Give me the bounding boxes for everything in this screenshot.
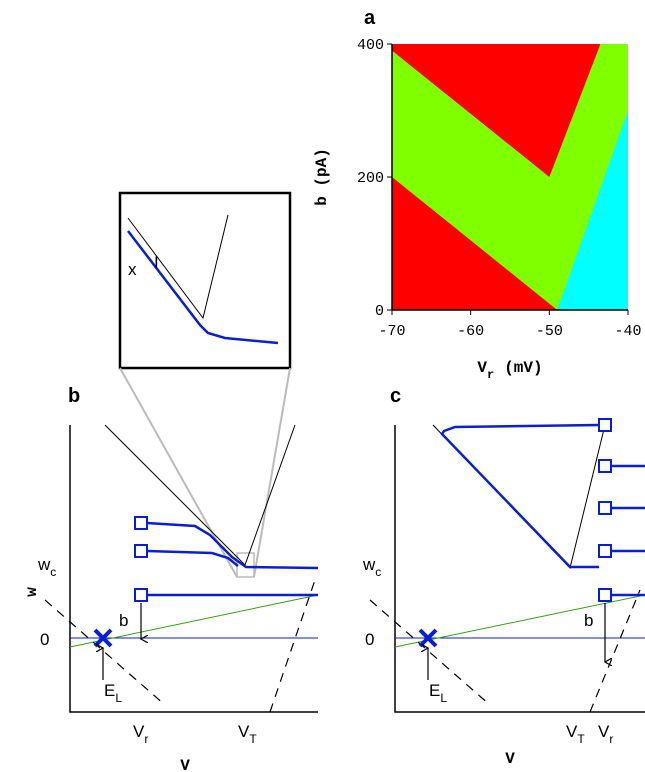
nullcline xyxy=(104,424,296,566)
x-axis-label: V xyxy=(505,750,515,768)
marker xyxy=(134,516,148,530)
x-tick-label: -70 xyxy=(378,323,405,340)
panel-b: b b 0 wc EL Vr VT V w xyxy=(23,385,319,772)
el-label: EL xyxy=(104,681,122,705)
equilibrium xyxy=(418,628,438,648)
y-tick-label: 0 xyxy=(365,630,374,649)
x-tick-label: VT xyxy=(566,722,585,746)
x-tick-label: Vr xyxy=(598,722,613,746)
marker xyxy=(598,459,612,473)
v-nullcline xyxy=(369,599,491,706)
panel-label: c xyxy=(390,385,401,407)
x-axis-label-sub: r xyxy=(487,368,494,382)
y-tick-sub: c xyxy=(375,565,381,579)
y-tick-label: wc xyxy=(37,555,56,579)
panel-a: -70 -60 -50 -40 0 200 400 a Vr (mV) b (pA) xyxy=(313,7,642,382)
y-tick-label: 0 xyxy=(40,630,49,649)
y-tick-sub: c xyxy=(50,565,56,579)
inset-nullcline xyxy=(127,214,229,320)
y-tick-label: 0 xyxy=(375,303,384,320)
jump-label: b xyxy=(119,611,128,630)
equilibrium xyxy=(93,628,113,648)
x-tick-label: -40 xyxy=(614,323,641,340)
y-tick-label: 400 xyxy=(357,37,384,54)
nullcline xyxy=(432,424,606,570)
y-axis-label: b (pA) xyxy=(313,148,331,206)
region xyxy=(392,44,601,177)
x-tick-main: V xyxy=(133,722,145,741)
inset-label: I xyxy=(154,253,159,272)
x-tick-main: V xyxy=(238,722,250,741)
x-tick-main: V xyxy=(566,722,578,741)
marker xyxy=(598,588,612,602)
el-sub: L xyxy=(440,691,447,705)
axes xyxy=(69,425,318,713)
zoom-line xyxy=(253,367,291,578)
reset-line xyxy=(394,594,645,648)
marker xyxy=(598,544,612,558)
el-sub: L xyxy=(115,691,122,705)
inset-label: x xyxy=(128,260,137,279)
x-tick-label: VT xyxy=(238,722,257,746)
marker xyxy=(598,501,612,515)
axes xyxy=(394,425,645,713)
panel-label: b xyxy=(68,385,80,407)
panel-c: c b 0 wc EL VT Vr V xyxy=(362,385,645,768)
y-tick-main: w xyxy=(37,555,51,574)
inset-trajectory xyxy=(127,230,279,345)
x-tick-sub: r xyxy=(609,732,613,746)
trajectory xyxy=(146,521,319,570)
marker xyxy=(134,588,148,602)
inset-frame xyxy=(118,191,292,370)
region xyxy=(392,177,558,310)
trajectory xyxy=(440,423,600,569)
x-axis-label-unit: (mV) xyxy=(504,359,542,377)
trajectory xyxy=(146,549,239,567)
y-tick-label: 200 xyxy=(357,170,384,187)
x-tick-sub: r xyxy=(144,732,148,746)
panel-label: a xyxy=(364,7,376,29)
reset-line xyxy=(69,594,319,648)
v-nullcline xyxy=(44,599,166,706)
el-label: EL xyxy=(429,681,447,705)
x-tick-label: -60 xyxy=(457,323,484,340)
jump-label: b xyxy=(584,611,593,630)
y-axis-label: w xyxy=(23,587,41,597)
marker xyxy=(598,418,612,432)
marker xyxy=(134,544,148,558)
el-main: E xyxy=(429,681,440,700)
y-tick-label: wc xyxy=(362,555,381,579)
v-nullcline xyxy=(269,579,316,713)
el-main: E xyxy=(104,681,115,700)
x-tick-sub: T xyxy=(577,732,585,746)
x-axis-label-main: V xyxy=(477,359,487,377)
x-tick-label: Vr xyxy=(133,722,148,746)
region xyxy=(557,110,628,310)
x-tick-label: -50 xyxy=(536,323,563,340)
y-tick-main: w xyxy=(362,555,376,574)
x-axis-label: V xyxy=(180,757,190,772)
x-tick-main: V xyxy=(598,722,610,741)
x-tick-sub: T xyxy=(249,732,257,746)
v-nullcline xyxy=(589,589,641,713)
x-axis-label: Vr (mV) xyxy=(477,359,542,382)
